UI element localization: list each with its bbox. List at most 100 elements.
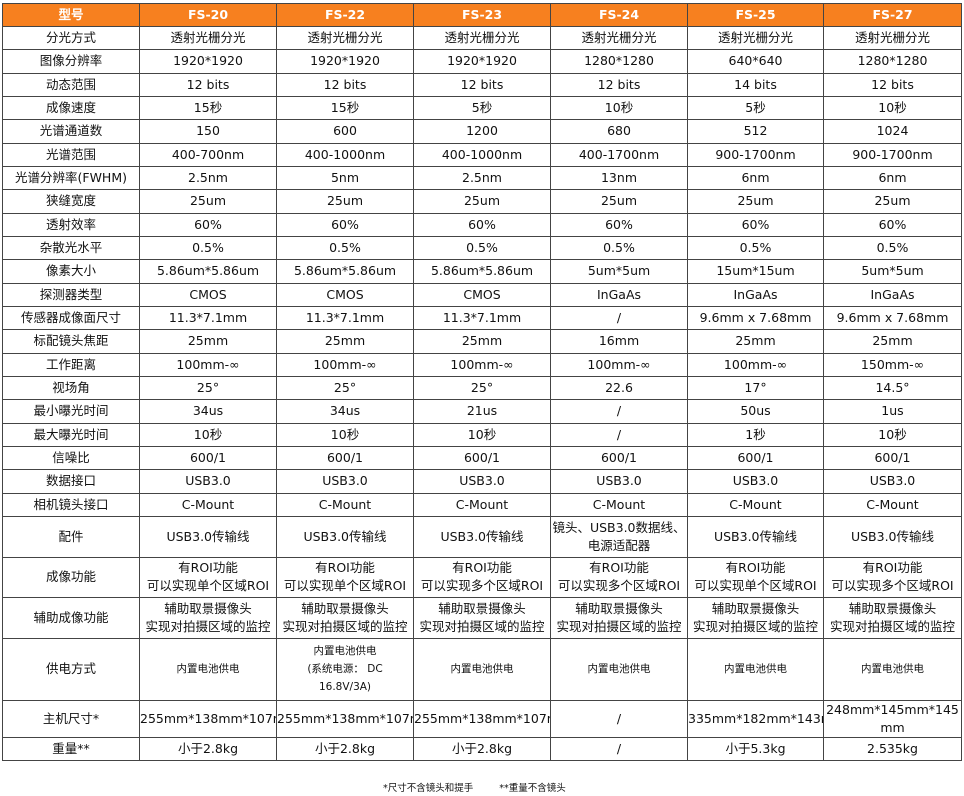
row-label: 标配镜头焦距 <box>2 329 140 354</box>
spec-cell: USB3.0 <box>276 469 414 494</box>
spec-cell: 400-700nm <box>139 142 277 167</box>
spec-cell: 辅助取景摄像头 实现对拍摄区域的监控 <box>823 596 962 639</box>
table-row: 视场角 25° 25° 25° 22.6 17° 14.5° <box>2 375 962 401</box>
spec-cell: USB3.0 <box>550 469 688 494</box>
spec-cell: 11.3*7.1mm <box>139 305 277 331</box>
spec-cell: 5um*5um <box>823 259 962 284</box>
spec-cell: 2.535kg <box>823 736 962 762</box>
spec-cell: 34us <box>139 399 277 424</box>
row-label: 光谱范围 <box>2 142 140 167</box>
table-row: 供电方式 内置电池供电 内置电池供电 (系统电源： DC 16.8V/3A) 内置电池… <box>2 637 962 701</box>
spec-cell: 60% <box>276 212 414 237</box>
spec-cell: 1280*1280 <box>550 49 688 74</box>
spec-cell: 透射光栅分光 <box>823 25 962 51</box>
spec-cell: 辅助取景摄像头 实现对拍摄区域的监控 <box>276 596 414 639</box>
row-label: 像素大小 <box>2 259 140 284</box>
spec-cell: 0.5% <box>823 235 962 261</box>
spec-cell: 有ROI功能 可以实现单个区域ROI <box>687 556 824 598</box>
table-row: 光谱分辨率(FWHM) 2.5nm 5nm 2.5nm 13nm 6nm 6nm <box>2 165 962 191</box>
row-label: 辅助成像功能 <box>2 596 140 639</box>
table-row: 透射效率 60% 60% 60% 60% 60% 60% <box>2 212 962 237</box>
spec-cell: / <box>550 305 688 331</box>
row-label: 工作距离 <box>2 352 140 377</box>
spec-cell: 100mm-∞ <box>276 352 414 377</box>
spec-cell: 25mm <box>139 329 277 354</box>
spec-cell: 21us <box>413 399 551 424</box>
row-label: 杂散光水平 <box>2 235 140 261</box>
spec-cell: 100mm-∞ <box>139 352 277 377</box>
spec-cell: 25um <box>413 189 551 214</box>
spec-cell: 小于2.8kg <box>413 736 551 762</box>
spec-cell: 11.3*7.1mm <box>276 305 414 331</box>
spec-cell: / <box>550 699 688 738</box>
spec-cell: 13nm <box>550 165 688 191</box>
spec-cell: 100mm-∞ <box>550 352 688 377</box>
spec-cell: 25um <box>823 189 962 214</box>
spec-cell: 15秒 <box>276 95 414 121</box>
spec-cell: 12 bits <box>413 72 551 97</box>
spec-cell: 255mm*138mm*107mm <box>139 699 277 738</box>
spec-cell: 5.86um*5.86um <box>139 259 277 284</box>
spec-cell: 60% <box>687 212 824 237</box>
spec-cell: 内置电池供电 <box>823 637 962 701</box>
spec-cell: 12 bits <box>550 72 688 97</box>
spec-cell: 小于5.3kg <box>687 736 824 762</box>
spec-cell: 1920*1920 <box>139 49 277 74</box>
spec-cell: 有ROI功能 可以实现单个区域ROI <box>276 556 414 598</box>
spec-cell: 512 <box>687 119 824 144</box>
spec-cell: 9.6mm x 7.68mm <box>823 305 962 331</box>
row-label: 主机尺寸* <box>2 699 140 738</box>
table-row: 光谱范围 400-700nm 400-1000nm 400-1000nm 400-170… <box>2 142 962 167</box>
spec-cell: 640*640 <box>687 49 824 74</box>
spec-cell: 小于2.8kg <box>139 736 277 762</box>
spec-cell: 600/1 <box>550 445 688 471</box>
spec-cell: 25° <box>413 375 551 401</box>
spec-cell: 9.6mm x 7.68mm <box>687 305 824 331</box>
row-label: 数据接口 <box>2 469 140 494</box>
spec-cell: 5um*5um <box>550 259 688 284</box>
spec-cell: 透射光栅分光 <box>550 25 688 51</box>
spec-cell: 透射光栅分光 <box>276 25 414 51</box>
table-row: 分光方式 透射光栅分光 透射光栅分光 透射光栅分光 透射光栅分光 透射光栅分光 透射光栅分光 <box>2 25 962 51</box>
spec-cell: 内置电池供电 (系统电源： DC 16.8V/3A) <box>276 637 414 701</box>
spec-cell: 透射光栅分光 <box>139 25 277 51</box>
table-row: 标配镜头焦距 25mm 25mm 25mm 16mm 25mm 25mm <box>2 329 962 354</box>
spec-cell: 内置电池供电 <box>550 637 688 701</box>
spec-cell: C-Mount <box>139 492 277 517</box>
spec-cell: 60% <box>823 212 962 237</box>
spec-cell: 900-1700nm <box>823 142 962 167</box>
spec-cell: 60% <box>550 212 688 237</box>
header-cell: 型号 <box>2 3 140 27</box>
spec-cell: USB3.0 <box>139 469 277 494</box>
spec-cell: 11.3*7.1mm <box>413 305 551 331</box>
header-cell: FS-27 <box>823 3 962 27</box>
spec-cell: 0.5% <box>413 235 551 261</box>
table-row: 信噪比 600/1 600/1 600/1 600/1 600/1 600/1 <box>2 445 962 471</box>
spec-cell: 150 <box>139 119 277 144</box>
table-row: 数据接口 USB3.0 USB3.0 USB3.0 USB3.0 USB3.0 USB3.0 <box>2 469 962 494</box>
spec-cell: 辅助取景摄像头 实现对拍摄区域的监控 <box>550 596 688 639</box>
spec-cell: 16mm <box>550 329 688 354</box>
table-row: 传感器成像面尺寸 11.3*7.1mm 11.3*7.1mm 11.3*7.1mm/9… <box>2 305 962 331</box>
spec-cell: 10秒 <box>139 422 277 447</box>
row-label: 最小曝光时间 <box>2 399 140 424</box>
spec-cell: C-Mount <box>276 492 414 517</box>
header-cell: FS-25 <box>687 3 824 27</box>
spec-cell: 25mm <box>823 329 962 354</box>
spec-cell: 5秒 <box>413 95 551 121</box>
spec-cell: 12 bits <box>139 72 277 97</box>
footnotes: *尺寸不含镜头和提手 **重量不含镜头 <box>383 780 592 794</box>
table-row: 辅助成像功能 辅助取景摄像头 实现对拍摄区域的监控 辅助取景摄像头 实现对拍摄区域的… <box>2 596 962 639</box>
spec-cell: 辅助取景摄像头 实现对拍摄区域的监控 <box>687 596 824 639</box>
header-cell: FS-24 <box>550 3 688 27</box>
row-label: 分光方式 <box>2 25 140 51</box>
spec-cell: USB3.0传输线 <box>139 515 277 558</box>
table-row: 图像分辨率 1920*1920 1920*1920 1920*1920 1280*128… <box>2 49 962 74</box>
spec-cell: 60% <box>139 212 277 237</box>
spec-cell: 小于2.8kg <box>276 736 414 762</box>
table-row: 杂散光水平 0.5% 0.5% 0.5% 0.5% 0.5% 0.5% <box>2 235 962 261</box>
table-row: 重量** 小于2.8kg 小于2.8kg 小于2.8kg / 小于5.3kg 2.535kg <box>2 736 962 762</box>
table-row: 配件 USB3.0传输线 USB3.0传输线 USB3.0传输线 镜头、USB3.0数据… <box>2 515 962 558</box>
spec-table: 型号 FS-20 FS-22 FS-23 FS-24 FS-25 FS-27 分光方式 透射光… <box>2 3 962 762</box>
row-label: 光谱分辨率(FWHM) <box>2 165 140 191</box>
